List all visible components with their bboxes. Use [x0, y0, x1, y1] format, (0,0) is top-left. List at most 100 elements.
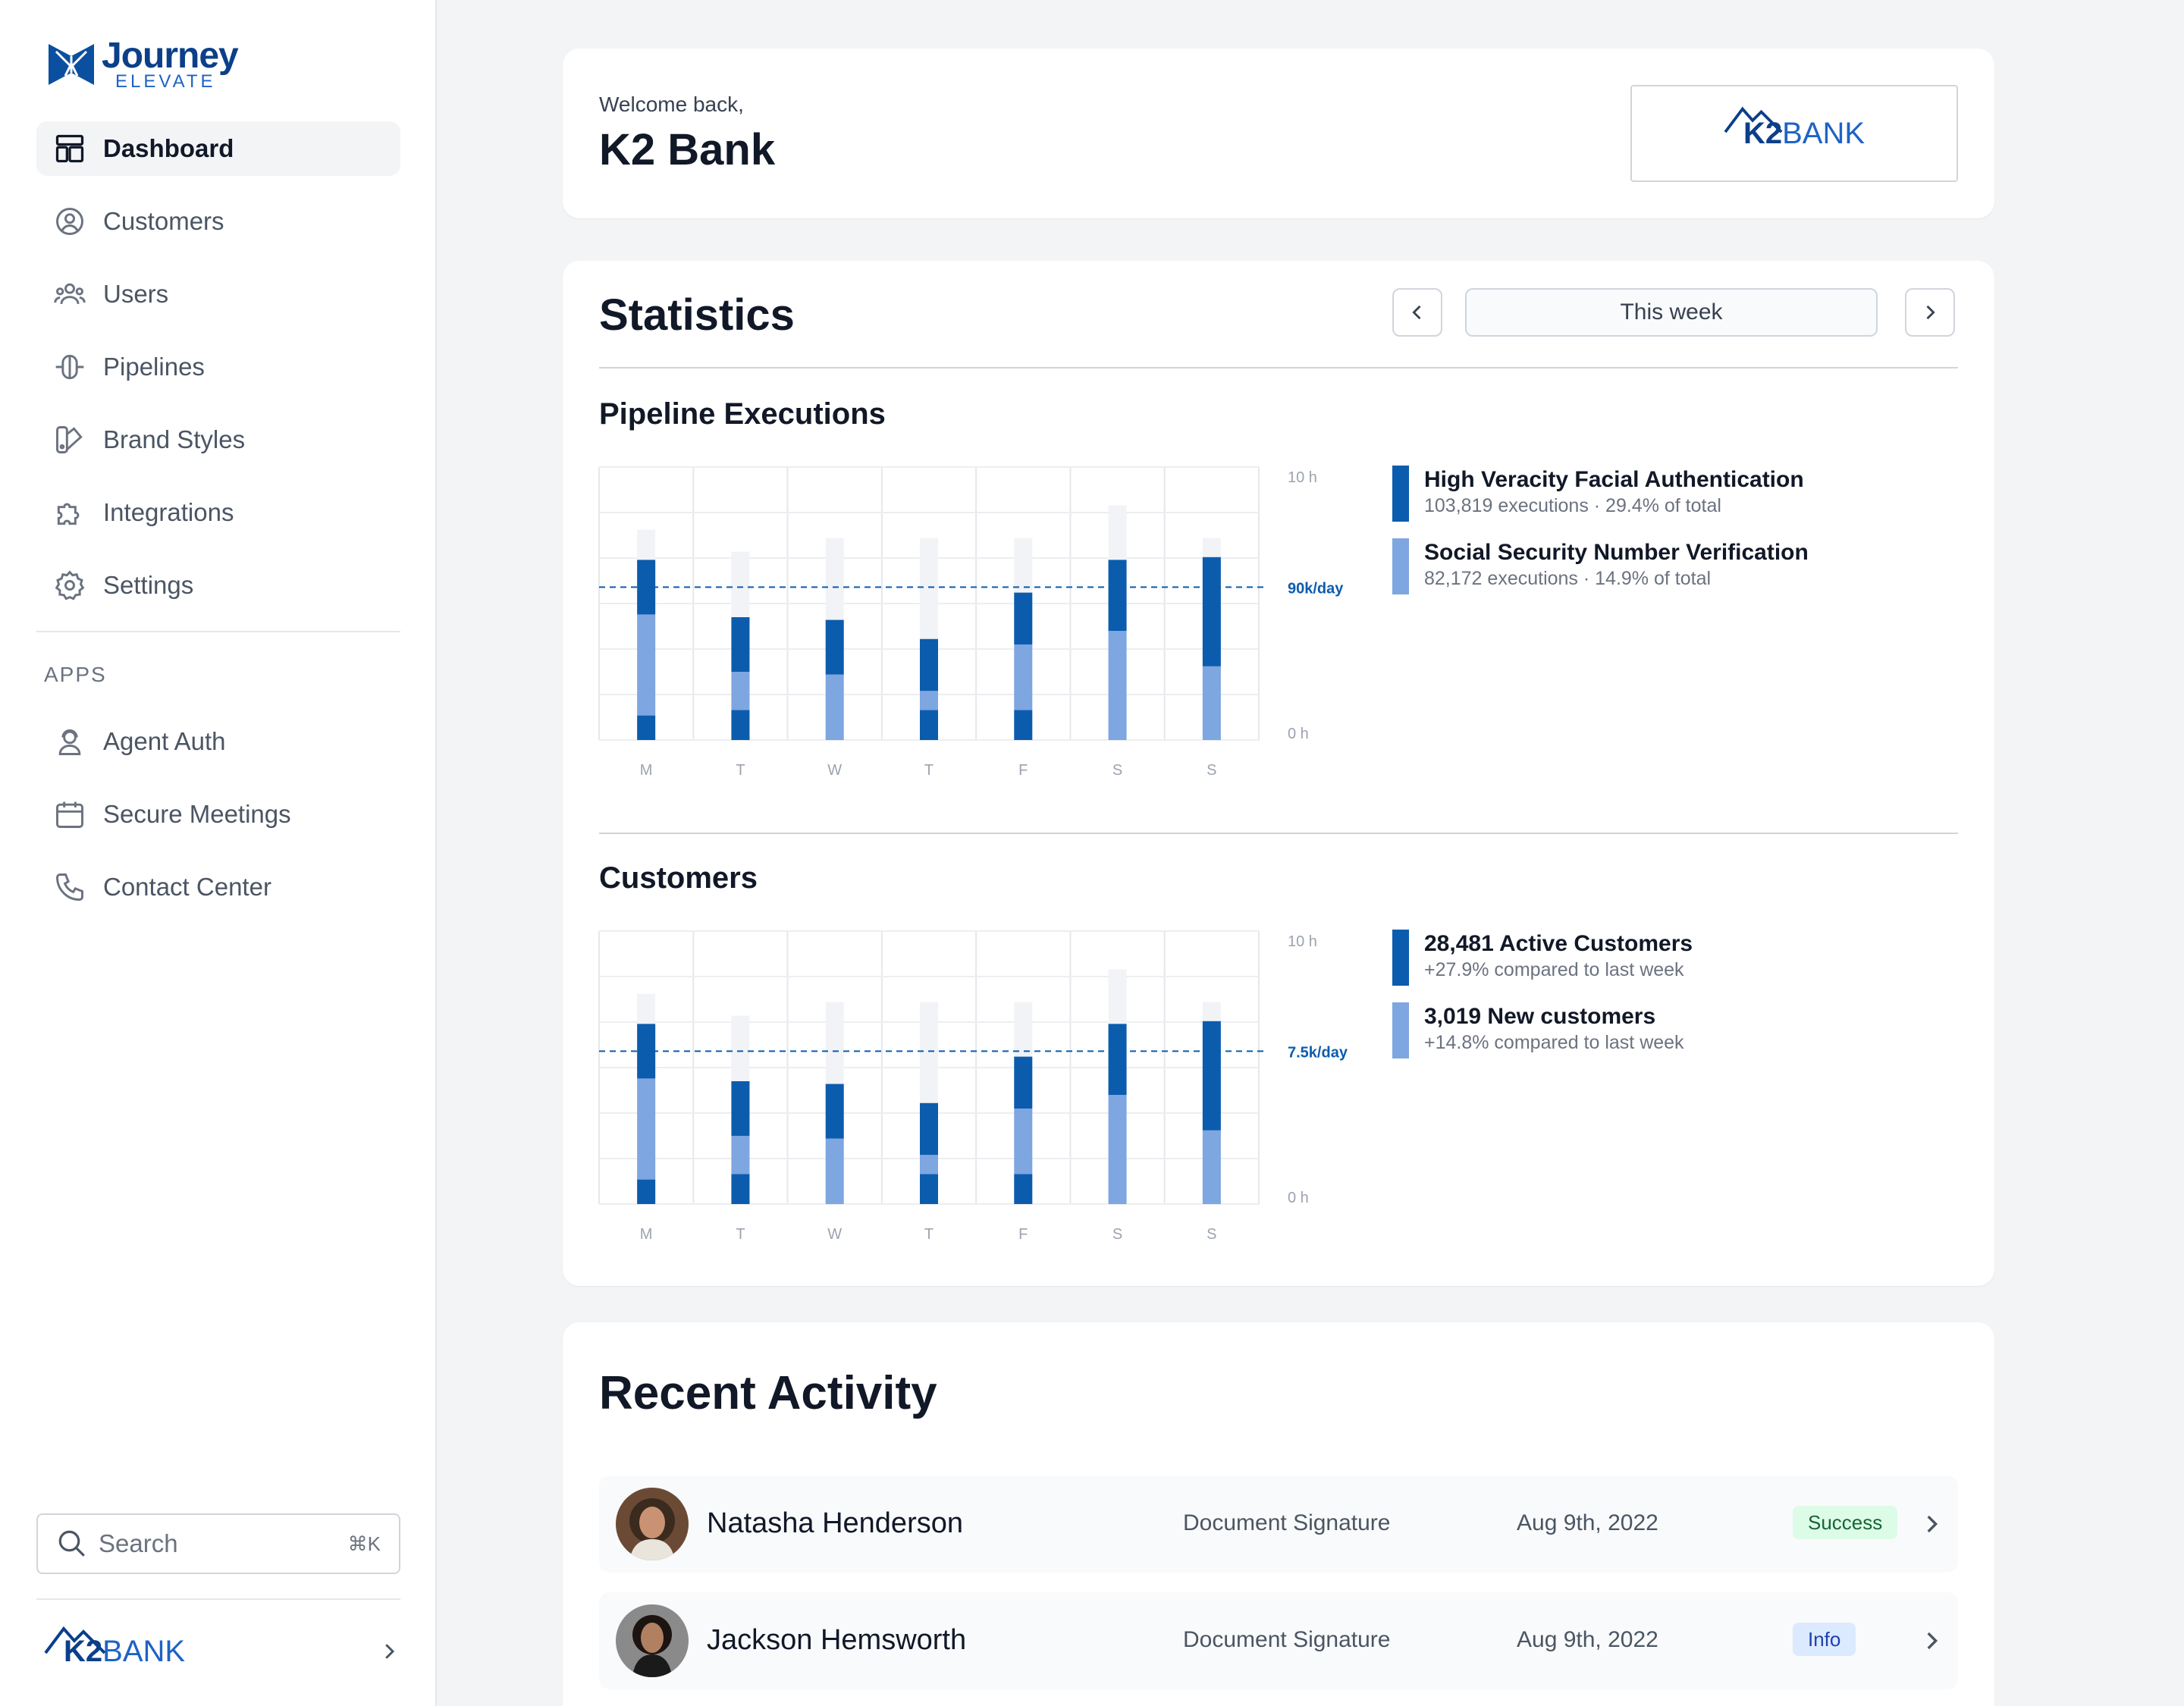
x-tick-label: T — [924, 762, 934, 779]
period-selector[interactable]: This week — [1465, 288, 1878, 337]
activity-date: Aug 9th, 2022 — [1517, 1510, 1658, 1535]
phone-icon — [56, 873, 83, 901]
recent-activity-title: Recent Activity — [599, 1367, 937, 1419]
sidebar-item-secure-meetings[interactable]: Secure Meetings — [36, 787, 400, 842]
sidebar-item-users[interactable]: Users — [36, 267, 400, 321]
search-icon — [58, 1530, 85, 1557]
x-tick-label: F — [1018, 762, 1028, 779]
statistics-title: Statistics — [599, 290, 795, 340]
legend-title: 28,481 Active Customers — [1424, 931, 1693, 956]
mountain-icon — [1724, 106, 1783, 133]
legend-swatch-dark — [1392, 930, 1409, 986]
sidebar-item-brand-styles[interactable]: Brand Styles — [36, 412, 400, 467]
statistics-divider — [599, 367, 1958, 368]
k2-bank-logo: K2 BANK — [44, 1626, 185, 1669]
bar-segment — [1014, 1109, 1033, 1174]
gear-icon — [55, 570, 85, 601]
k2-bold-text: K2 — [1743, 116, 1783, 150]
legend-item: High Veracity Facial Authentication 103,… — [1392, 466, 1938, 538]
legend-title: High Veracity Facial Authentication — [1424, 467, 1804, 492]
sidebar-item-label: Contact Center — [103, 873, 271, 901]
x-tick-label: S — [1207, 1226, 1216, 1243]
x-tick-label: T — [924, 1226, 934, 1243]
customers-title: Customers — [599, 861, 758, 895]
activity-row[interactable]: Natasha Henderson Document Signature Aug… — [599, 1476, 1958, 1573]
legend-subtitle: +14.8% compared to last week — [1424, 1032, 1684, 1053]
puzzle-icon — [57, 503, 80, 525]
sidebar-item-dashboard[interactable]: Dashboard — [36, 121, 400, 176]
sidebar: Journey ELEVATE Dashboard Customers User… — [0, 0, 437, 1706]
users-icon — [54, 283, 86, 304]
bar-segment — [825, 674, 844, 740]
user-circle-icon — [56, 208, 83, 235]
pipeline-executions-chart: M T W T F S S 90k/day 10 h 0 h — [598, 466, 1344, 779]
bar-segment — [1014, 1056, 1033, 1109]
x-tick-label: S — [1112, 762, 1122, 779]
x-tick-label: W — [827, 1226, 842, 1243]
sidebar-item-contact-center[interactable]: Contact Center — [36, 860, 400, 914]
bar-segment — [1108, 631, 1127, 740]
next-week-button[interactable] — [1905, 288, 1955, 337]
y-tick-label: 10 h — [1288, 933, 1317, 950]
sidebar-item-label: Secure Meetings — [103, 800, 291, 828]
bar-segment — [1014, 592, 1033, 644]
brand-sub: ELEVATE — [115, 71, 216, 92]
chevron-right-icon[interactable] — [1919, 1509, 1944, 1539]
nav-divider — [36, 631, 400, 632]
dashboard-icon — [55, 134, 84, 163]
legend-subtitle: 103,819 executions · 29.4% of total — [1424, 495, 1721, 516]
bar-segment — [1108, 1095, 1127, 1204]
sidebar-item-label: Dashboard — [103, 134, 234, 162]
activity-date: Aug 9th, 2022 — [1517, 1627, 1658, 1652]
bar-segment — [825, 1138, 844, 1204]
customers-chart: M T W T F S S 7.5k/day 10 h 0 h — [598, 930, 1348, 1243]
y-tick-label: 10 h — [1288, 469, 1317, 486]
legend-item: Social Security Number Verification 82,1… — [1392, 538, 1938, 611]
sidebar-item-integrations[interactable]: Integrations — [36, 485, 400, 540]
sidebar-item-label: Integrations — [103, 498, 234, 526]
y-tick-label: 0 h — [1288, 1190, 1309, 1206]
prev-week-button[interactable] — [1392, 288, 1442, 337]
pipeline-executions-title: Pipeline Executions — [599, 397, 886, 431]
x-tick-label: S — [1207, 762, 1216, 779]
x-tick-label: F — [1018, 1226, 1028, 1243]
pipeline-legend: High Veracity Facial Authentication 103,… — [1392, 466, 1938, 611]
org-switcher[interactable]: K2 BANK — [44, 1621, 400, 1682]
recent-activity-card: Recent Activity Natasha Henderson Docume… — [563, 1322, 1994, 1706]
journey-logo[interactable]: Journey ELEVATE — [47, 36, 239, 92]
bar-segment — [1202, 666, 1221, 740]
chevron-right-icon[interactable] — [1919, 1626, 1944, 1656]
activity-row[interactable]: Jackson Hemsworth Document Signature Aug… — [599, 1592, 1958, 1689]
sidebar-item-settings[interactable]: Settings — [36, 558, 400, 613]
sidebar-item-label: Pipelines — [103, 353, 205, 381]
bar-segment — [920, 1102, 938, 1156]
customers-legend: 28,481 Active Customers +27.9% compared … — [1392, 930, 1938, 1075]
bar-segment — [637, 1078, 656, 1180]
activity-type: Document Signature — [1183, 1510, 1391, 1535]
activity-name: Jackson Hemsworth — [707, 1624, 967, 1656]
bar-segment — [1014, 1174, 1033, 1204]
statistics-card: Statistics This week Pipeline Executions… — [563, 261, 1994, 1286]
reference-line-label: 7.5k/day — [1288, 1044, 1348, 1061]
search-input[interactable]: Search ⌘K — [36, 1513, 400, 1574]
avatar-image-icon — [616, 1488, 689, 1560]
mountain-icon — [44, 1626, 106, 1654]
brand-name: Journey — [102, 36, 239, 76]
journey-mark-icon — [49, 44, 94, 85]
chevron-right-icon[interactable] — [378, 1640, 400, 1663]
sidebar-item-pipelines[interactable]: Pipelines — [36, 340, 400, 394]
bar-segment — [731, 1136, 750, 1174]
bar-segment — [920, 710, 938, 740]
legend-swatch-dark — [1392, 466, 1409, 522]
sidebar-item-agent-auth[interactable]: Agent Auth — [36, 714, 400, 769]
sidebar-item-label: Agent Auth — [103, 727, 226, 755]
search-placeholder: Search — [99, 1529, 178, 1557]
legend-swatch-light — [1392, 1002, 1409, 1058]
chevron-left-icon — [1412, 305, 1421, 320]
k2-bold-text: K2 — [64, 1634, 103, 1668]
main-nav: Dashboard Customers Users Pipelines Bran… — [36, 121, 400, 933]
sidebar-item-customers[interactable]: Customers — [36, 194, 400, 249]
legend-item: 28,481 Active Customers +27.9% compared … — [1392, 930, 1938, 1002]
bar-segment — [637, 1179, 656, 1204]
bar-segment — [920, 638, 938, 691]
